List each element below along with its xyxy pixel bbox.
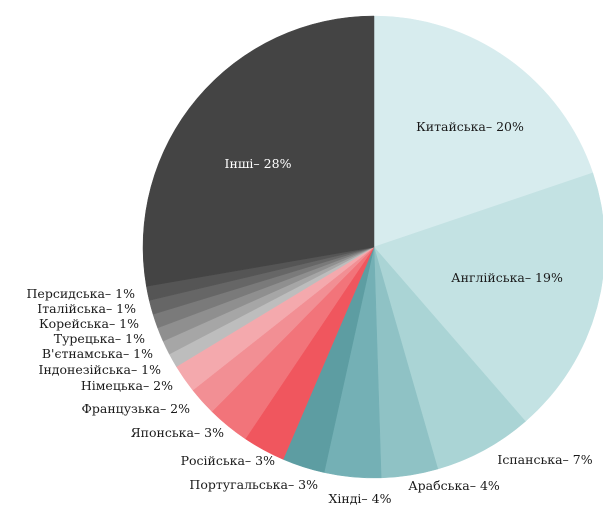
- slice-label: Італійська– 1%: [37, 301, 136, 316]
- slice-label: Інші– 28%: [225, 156, 292, 171]
- slice-label: Персидська– 1%: [27, 286, 136, 301]
- pie-slice: [373, 15, 594, 248]
- slice-label: Російська– 3%: [181, 453, 276, 468]
- slice-label: Німецька– 2%: [81, 378, 173, 393]
- pie-labels: Китайська– 20% Англійська– 19% Іспанська– …: [27, 119, 593, 506]
- slice-label: Індонезійська– 1%: [39, 362, 162, 377]
- pie-slices: [142, 15, 603, 479]
- slice-label: В'єтнамська– 1%: [42, 346, 153, 361]
- slice-label: Турецька– 1%: [54, 331, 145, 346]
- slice-label: Іспанська– 7%: [497, 452, 592, 467]
- slice-label: Китайська– 20%: [416, 119, 524, 134]
- slice-label: Японська– 3%: [131, 425, 225, 440]
- slice-label: Португальська– 3%: [189, 477, 318, 492]
- slice-label: Англійська– 19%: [451, 270, 563, 285]
- slice-label: Французька– 2%: [82, 401, 191, 416]
- slice-label: Арабська– 4%: [408, 478, 500, 493]
- slice-label: Хінді– 4%: [329, 491, 392, 506]
- slice-label: Корейська– 1%: [39, 316, 139, 331]
- pie-slice: [373, 172, 603, 422]
- pie-slice: [142, 15, 375, 287]
